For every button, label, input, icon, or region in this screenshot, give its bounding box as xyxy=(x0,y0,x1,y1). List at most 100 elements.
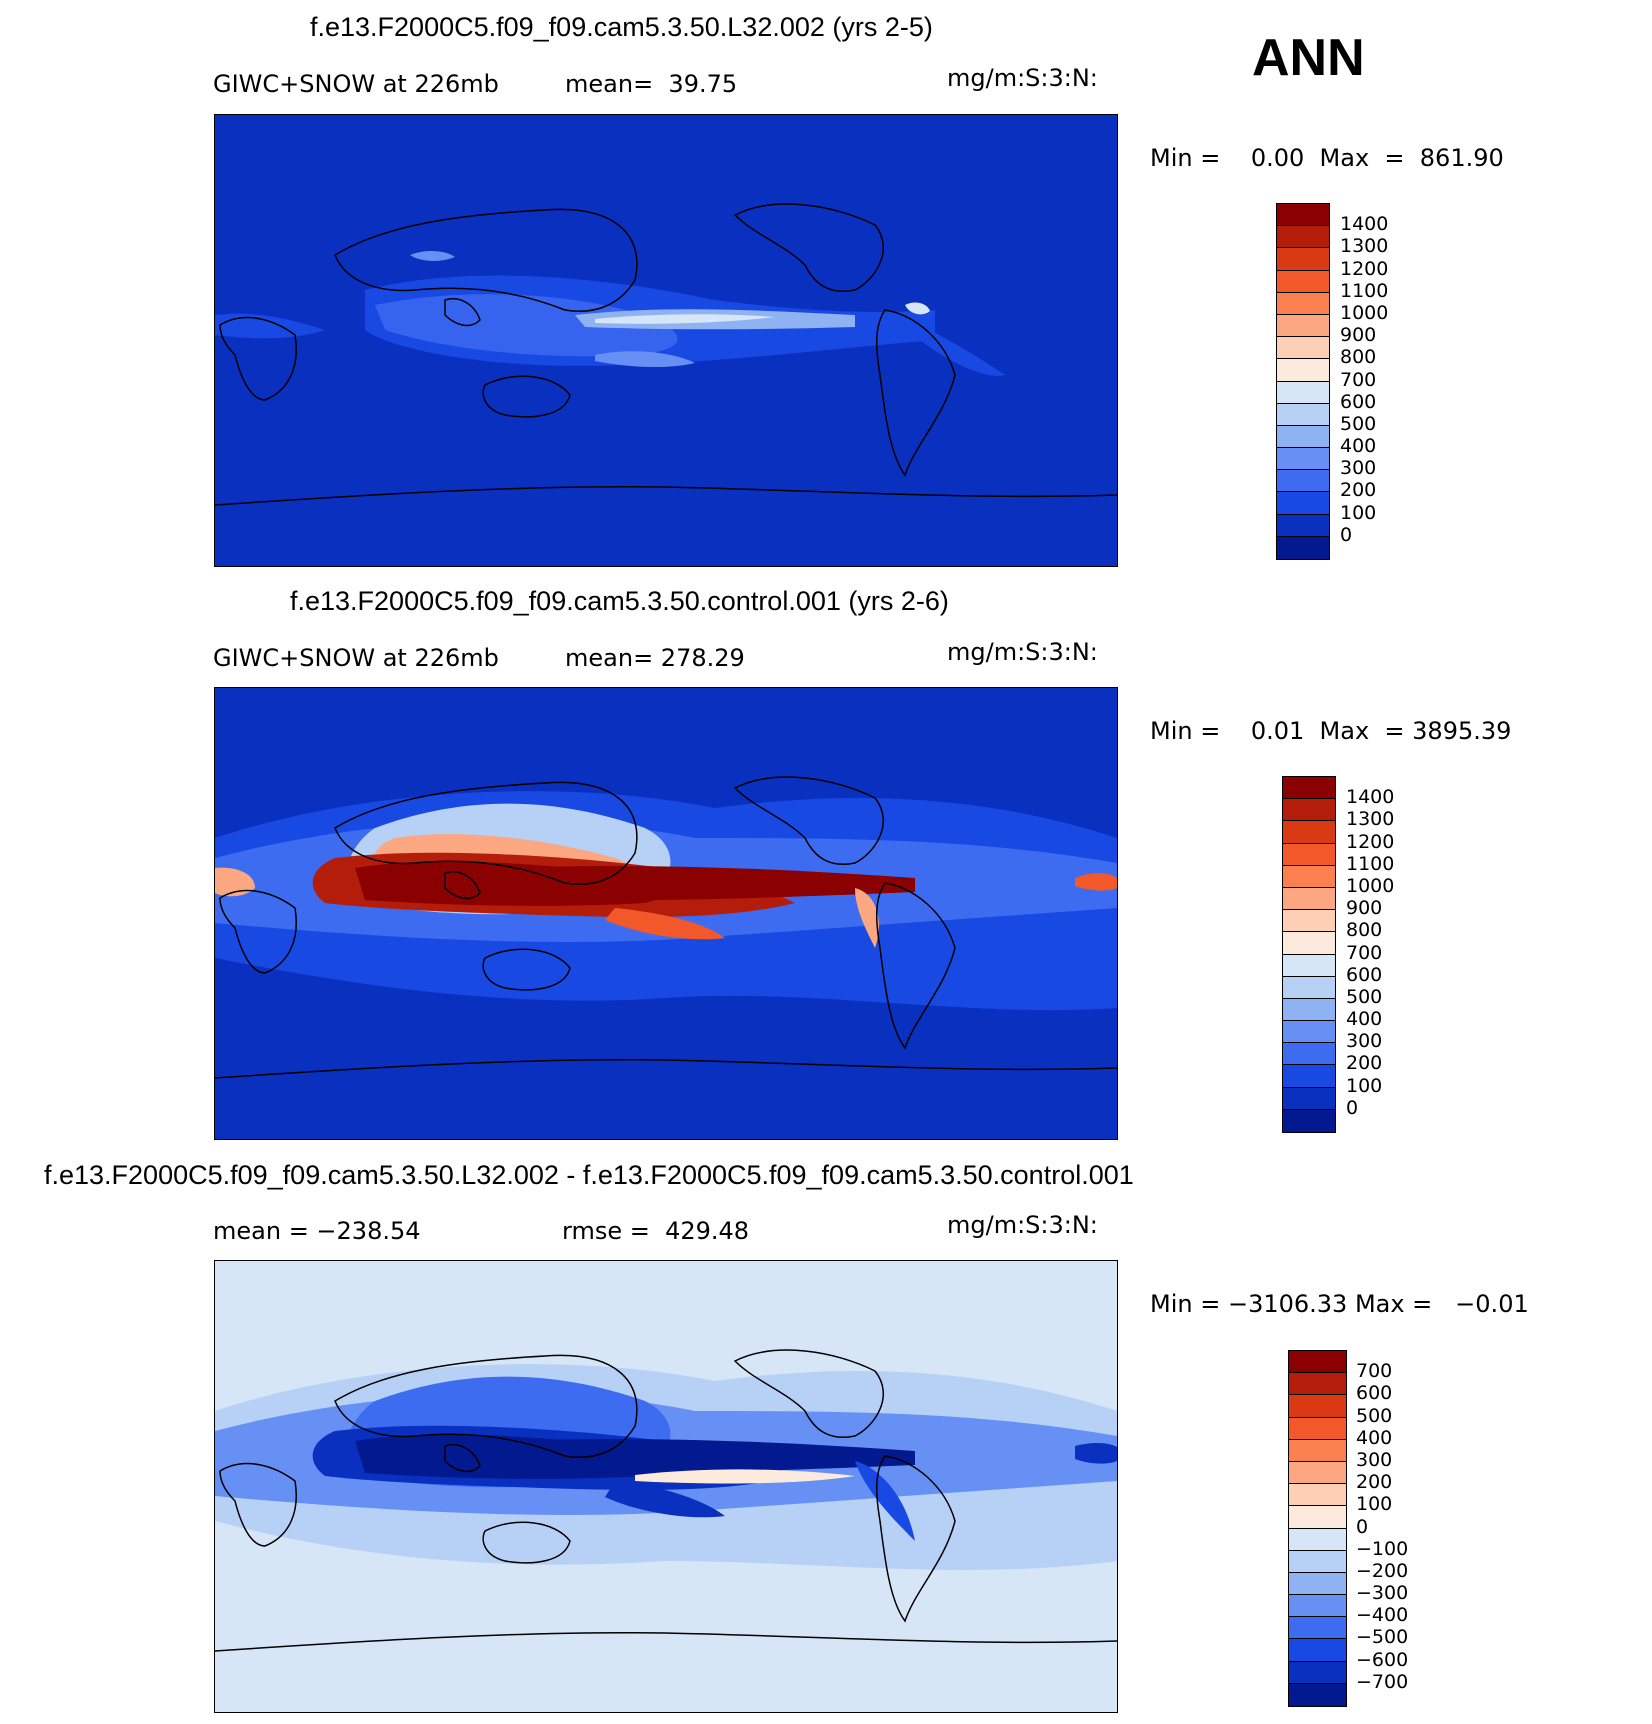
panel1-colorbar-tick-label: 1400 xyxy=(1340,213,1389,236)
panel2-map xyxy=(214,687,1118,1140)
panel3-colorbar-tick-label: −400 xyxy=(1356,1604,1409,1627)
panel2-colorbar-tick-label: 700 xyxy=(1346,941,1383,964)
panel1-colorbar-swatch xyxy=(1277,248,1329,271)
panel1-colorbar-swatch xyxy=(1277,359,1329,382)
panel3-colorbar xyxy=(1288,1350,1347,1707)
panel2-colorbar-swatch xyxy=(1283,799,1335,822)
panel2-colorbar-swatch xyxy=(1283,932,1335,955)
panel3-colorbar-tick-label: −600 xyxy=(1356,1648,1409,1671)
panel1-colorbar-tick-label: 500 xyxy=(1340,412,1377,435)
panel2-variable-label: GIWC+SNOW at 226mb xyxy=(213,644,499,672)
panel1-colorbar-tick-label: 400 xyxy=(1340,435,1377,458)
panel2-colorbar-swatch xyxy=(1283,887,1335,911)
panel3-colorbar-tick-label: 300 xyxy=(1356,1448,1393,1471)
panel2-colorbar-tick-label: 1000 xyxy=(1346,874,1395,897)
panel3-map xyxy=(214,1260,1118,1713)
panel3-colorbar-swatch xyxy=(1289,1683,1346,1706)
panel3-colorbar-swatch xyxy=(1289,1373,1346,1396)
panel3-colorbar-swatch xyxy=(1289,1595,1346,1618)
panel1-colorbar-swatch xyxy=(1277,270,1329,293)
panel2-colorbar-swatch xyxy=(1283,954,1335,977)
panel1-colorbar-tick-label: 0 xyxy=(1340,523,1353,546)
panel1-colorbar-swatch xyxy=(1277,204,1329,227)
panel1-colorbar-swatch xyxy=(1277,381,1329,404)
panel3-colorbar-tick-label: 500 xyxy=(1356,1404,1393,1427)
panel1-colorbar-tick-label: 1200 xyxy=(1340,257,1389,280)
panel2-colorbar-tick-label: 400 xyxy=(1346,1008,1383,1031)
panel3-colorbar-swatch xyxy=(1289,1572,1346,1596)
panel1-mean: mean= 39.75 xyxy=(565,70,738,98)
panel2-colorbar-swatch xyxy=(1283,976,1335,999)
panel2-colorbar-tick-label: 300 xyxy=(1346,1030,1383,1053)
panel3-colorbar-swatch xyxy=(1289,1528,1346,1551)
panel3-colorbar-tick-label: −200 xyxy=(1356,1559,1409,1582)
panel1-colorbar-swatch xyxy=(1277,292,1329,315)
panel3-colorbar-swatch xyxy=(1289,1617,1346,1640)
panel3-colorbar-swatch xyxy=(1289,1550,1346,1573)
panel2-colorbar-swatch xyxy=(1283,821,1335,844)
panel2-colorbar-swatch xyxy=(1283,1043,1335,1066)
panel1-colorbar-tick-label: 200 xyxy=(1340,479,1377,502)
panel3-colorbar-tick-label: −300 xyxy=(1356,1582,1409,1605)
panel3-colorbar-swatch xyxy=(1289,1417,1346,1440)
panel1-variable-label: GIWC+SNOW at 226mb xyxy=(213,70,499,98)
panel2-colorbar-swatch xyxy=(1283,1087,1335,1110)
panel3-colorbar-tick-label: −500 xyxy=(1356,1626,1409,1649)
panel1-colorbar-swatch xyxy=(1277,470,1329,493)
panel3-colorbar-swatch xyxy=(1289,1395,1346,1418)
panel2-colorbar-swatch xyxy=(1283,777,1335,800)
panel2-colorbar-tick-label: 600 xyxy=(1346,963,1383,986)
panel1-colorbar-swatch xyxy=(1277,337,1329,360)
panel2-title: f.e13.F2000C5.f09_f09.cam5.3.50.control.… xyxy=(290,586,949,616)
panel2-colorbar xyxy=(1282,776,1336,1133)
panel3-mean: mean = −238.54 xyxy=(213,1217,421,1245)
panel3-colorbar-tick-label: 0 xyxy=(1356,1515,1369,1538)
season-label: ANN xyxy=(1252,29,1365,87)
panel3-colorbar-tick-label: 400 xyxy=(1356,1426,1393,1449)
panel1-colorbar-tick-label: 100 xyxy=(1340,501,1377,524)
panel2-colorbar-tick-label: 900 xyxy=(1346,897,1383,920)
panel1-colorbar xyxy=(1276,203,1330,560)
panel1-minmax: Min = 0.00 Max = 861.90 xyxy=(1150,144,1504,172)
panel2-minmax: Min = 0.01 Max = 3895.39 xyxy=(1150,717,1512,745)
panel3-colorbar-tick-label: 200 xyxy=(1356,1471,1393,1494)
panel2-colorbar-swatch xyxy=(1283,1109,1335,1132)
panel1-colorbar-swatch xyxy=(1277,514,1329,537)
panel1-colorbar-tick-label: 600 xyxy=(1340,390,1377,413)
panel2-colorbar-tick-label: 1400 xyxy=(1346,786,1395,809)
panel1-colorbar-swatch xyxy=(1277,314,1329,338)
panel3-colorbar-tick-label: 100 xyxy=(1356,1493,1393,1516)
panel1-colorbar-tick-label: 1000 xyxy=(1340,301,1389,324)
panel3-colorbar-swatch xyxy=(1289,1461,1346,1485)
panel2-colorbar-tick-label: 1100 xyxy=(1346,852,1395,875)
panel2-colorbar-tick-label: 100 xyxy=(1346,1074,1383,1097)
panel2-mean: mean= 278.29 xyxy=(565,644,745,672)
panel1-map xyxy=(214,114,1118,567)
panel3-title: f.e13.F2000C5.f09_f09.cam5.3.50.L32.002 … xyxy=(44,1160,1134,1190)
panel1-colorbar-tick-label: 700 xyxy=(1340,368,1377,391)
panel2-colorbar-tick-label: 800 xyxy=(1346,919,1383,942)
panel1-colorbar-swatch xyxy=(1277,492,1329,515)
panel2-colorbar-tick-label: 1300 xyxy=(1346,808,1395,831)
panel1-units: mg/m:S:3:N: xyxy=(947,64,1098,92)
panel2-colorbar-tick-label: 200 xyxy=(1346,1052,1383,1075)
panel1-colorbar-swatch xyxy=(1277,425,1329,449)
panel1-colorbar-tick-label: 900 xyxy=(1340,324,1377,347)
panel2-colorbar-tick-label: 1200 xyxy=(1346,830,1395,853)
panel2-colorbar-swatch xyxy=(1283,998,1335,1022)
panel1-colorbar-swatch xyxy=(1277,403,1329,426)
panel2-colorbar-swatch xyxy=(1283,865,1335,888)
panel3-map-field xyxy=(215,1261,1117,1712)
panel1-colorbar-tick-label: 800 xyxy=(1340,346,1377,369)
panel3-colorbar-tick-label: −100 xyxy=(1356,1537,1409,1560)
panel2-units: mg/m:S:3:N: xyxy=(947,638,1098,666)
panel1-colorbar-swatch xyxy=(1277,226,1329,249)
panel2-colorbar-swatch xyxy=(1283,1021,1335,1044)
panel1-map-field xyxy=(215,115,1117,566)
panel2-map-field xyxy=(215,688,1117,1139)
panel2-colorbar-tick-label: 500 xyxy=(1346,985,1383,1008)
panel3-colorbar-swatch xyxy=(1289,1439,1346,1462)
panel3-colorbar-tick-label: 700 xyxy=(1356,1360,1393,1383)
panel1-colorbar-swatch xyxy=(1277,536,1329,559)
panel3-rmse: rmse = 429.48 xyxy=(562,1217,750,1245)
